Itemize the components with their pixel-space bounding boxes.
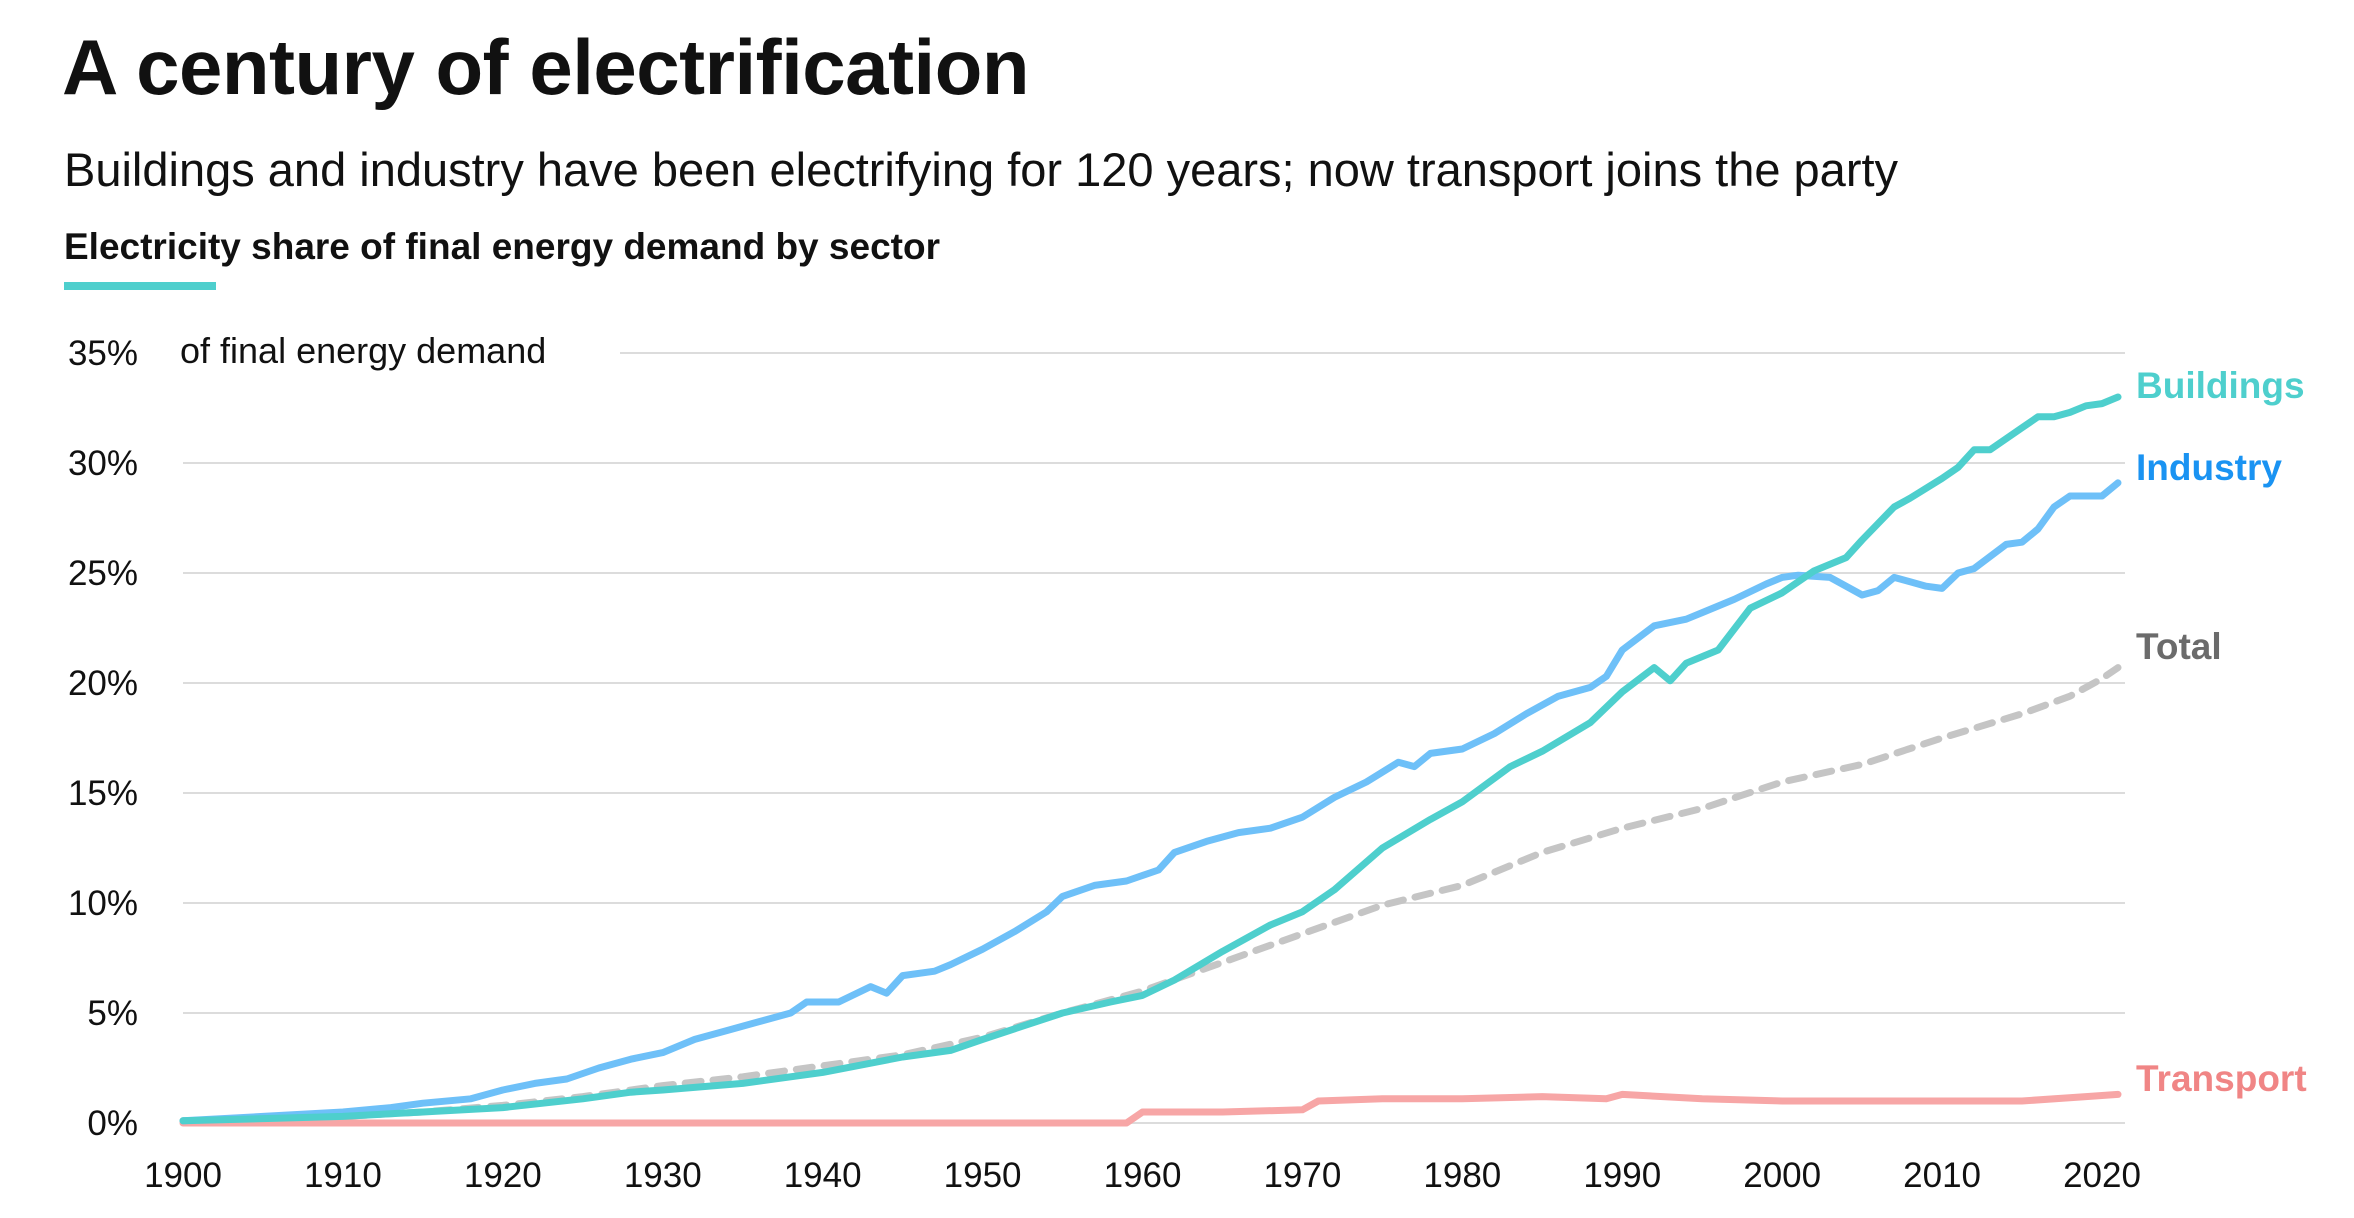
gridlines <box>183 352 2125 1124</box>
y-tick-label: 20% <box>68 664 138 703</box>
y-tick-label: 35% <box>68 334 138 373</box>
x-tick-label: 1960 <box>1104 1156 1182 1195</box>
x-tick-label: 1930 <box>624 1156 702 1195</box>
series-line-industry <box>179 479 2122 1125</box>
series-label-buildings: Buildings <box>2136 365 2305 406</box>
y-tick-label: 25% <box>68 554 138 593</box>
x-tick-label: 1970 <box>1263 1156 1341 1195</box>
y-axis-unit-label: of final energy demand <box>180 330 546 371</box>
chart-subtitle: Buildings and industry have been electri… <box>64 143 1899 196</box>
series-line-transport <box>179 1090 2122 1127</box>
x-tick-label: 1900 <box>144 1156 222 1195</box>
chart-title: A century of electrification <box>62 23 1029 111</box>
series-line-total <box>179 664 2122 1125</box>
series-lines <box>179 393 2122 1127</box>
series-label-transport: Transport <box>2136 1058 2307 1099</box>
x-tick-label: 1990 <box>1583 1156 1661 1195</box>
series-label-total: Total <box>2136 626 2222 667</box>
y-axis: 0% 5% 10% 15% 20% 25% 30% 35% <box>68 334 138 1143</box>
x-tick-label: 1980 <box>1423 1156 1501 1195</box>
y-tick-label: 15% <box>68 774 138 813</box>
heading-accent-bar <box>64 282 216 290</box>
y-tick-label: 30% <box>68 444 138 483</box>
series-end-labels: Transport Total Industry Buildings <box>2136 365 2307 1099</box>
x-axis: 1900 1910 1920 1930 1940 1950 1960 1970 1980 1990… <box>144 1156 2141 1195</box>
series-line-buildings <box>179 393 2122 1125</box>
x-tick-label: 1950 <box>944 1156 1022 1195</box>
series-label-industry: Industry <box>2136 447 2282 488</box>
chart-heading: Electricity share of final energy demand… <box>64 226 940 267</box>
x-tick-label: 2020 <box>2063 1156 2141 1195</box>
x-tick-label: 1940 <box>784 1156 862 1195</box>
x-tick-label: 1920 <box>464 1156 542 1195</box>
y-tick-label: 0% <box>87 1104 138 1143</box>
x-tick-label: 1910 <box>304 1156 382 1195</box>
y-tick-label: 5% <box>87 994 138 1033</box>
x-tick-label: 2000 <box>1743 1156 1821 1195</box>
y-tick-label: 10% <box>68 884 138 923</box>
x-tick-label: 2010 <box>1903 1156 1981 1195</box>
